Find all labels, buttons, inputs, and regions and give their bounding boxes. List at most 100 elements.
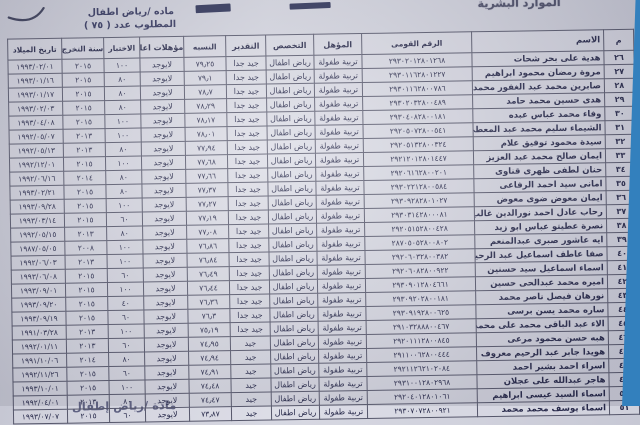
document-page: الموارد البشرية ماده /رياض اطفال المطلوب…: [7, 0, 640, 425]
cell-specialization: رياض اطفال: [266, 111, 315, 127]
cell-grad_year: ٢٠١٥: [65, 310, 109, 326]
cell-exam: ١٠٠: [108, 379, 146, 395]
column-header-percentage: النسبه: [183, 35, 226, 58]
applicants-table: م الاسم الرقم القومى المؤهل التخصص التقدير الن…: [7, 28, 640, 425]
cell-higher_qual: لايوجد: [140, 71, 185, 87]
cell-birth_date: ١٩٩٣/٠٩/٢٨: [10, 199, 65, 215]
cell-higher_qual: لايوجد: [144, 365, 189, 380]
cell-higher_qual: لايوجد: [144, 351, 189, 366]
cell-specialization: رياض اطفال: [267, 139, 316, 155]
cell-grad_year: ٢٠١٥: [62, 100, 105, 116]
cell-specialization: رياض اطفال: [268, 237, 317, 253]
cell-grad_year: ٢٠١٥: [61, 58, 105, 74]
cell-grade: جيد: [231, 405, 272, 421]
cell-birth_date: ١٩٩٣/٠٢/٢١: [9, 185, 65, 201]
cell-higher_qual: لايوجد: [142, 211, 187, 226]
cell-grad_year: ٢٠١٣: [66, 338, 109, 354]
cell-grade: جيد: [230, 335, 271, 351]
cell-percentage: ٧٨٫١٧: [184, 112, 228, 128]
cell-higher_qual: لايوجد: [139, 57, 185, 73]
cell-qualification: تربية طفولة: [315, 152, 364, 168]
cell-exam: ٨٠: [105, 169, 142, 185]
cell-qualification: تربية طفولة: [315, 138, 364, 154]
cell-grade: جيد: [230, 377, 272, 393]
cell-specialization: رياض اطفال: [266, 125, 316, 141]
cell-qualification: تربية طفولة: [313, 54, 363, 70]
cell-grade: جيد جدا: [229, 280, 270, 295]
cell-birth_date: ١٩٩٣/٠٩/١٩: [11, 311, 67, 327]
cell-exam: ٨٠: [108, 351, 145, 367]
cell-percentage: ٧٦٫٨٦: [186, 238, 229, 254]
cell-specialization: رياض اطفال: [270, 335, 319, 350]
cell-specialization: رياض اطفال: [270, 349, 319, 364]
cell-exam: ١٠٠: [106, 197, 143, 213]
cell-grade: جيد جدا: [226, 70, 267, 85]
cell-exam: ٦٠: [108, 365, 145, 381]
cell-birth_date: ١٩٩٢/٠٥/٠٧: [9, 129, 64, 145]
cell-birth_date: ١٩٩٢/٠٦/٠٣: [11, 255, 66, 271]
cell-birth_date: ١٩٩٣/٠٢/٠١: [7, 59, 63, 75]
column-header-name: الاسم: [471, 29, 604, 53]
cell-exam: ١٠٠: [105, 156, 142, 171]
cell-higher_qual: لايوجد: [144, 337, 189, 352]
cell-exam: ١٠٠: [104, 114, 142, 129]
cell-grade: جيد جدا: [228, 196, 269, 211]
cell-higher_qual: لايوجد: [145, 407, 190, 422]
cell-grad_year: ٢٠١٥: [62, 114, 106, 130]
cell-higher_qual: لايوجد: [143, 281, 188, 296]
cutoff-stamp-right: [289, 1, 331, 10]
cell-grade: جيد جدا: [226, 84, 267, 99]
cell-percentage: ٧٧٫٦٦: [185, 168, 228, 184]
cell-grad_year: ٢٠١٥: [67, 408, 110, 424]
cell-higher_qual: لايوجد: [141, 183, 187, 198]
cell-grade: جيد جدا: [225, 56, 267, 71]
cell-percentage: ٧٧٫٠٨: [186, 224, 229, 240]
cell-percentage: ٧٦٫٣: [187, 308, 231, 324]
cell-birth_date: ١٩٩٢/٠٥/١٥: [10, 227, 65, 243]
cell-no: ٢٧: [604, 64, 635, 79]
cell-grade: جيد جدا: [230, 322, 271, 337]
cell-specialization: رياض اطفال: [268, 195, 317, 211]
cell-higher_qual: لايوجد: [142, 197, 187, 212]
cell-percentage: ٧٨٫٠١: [185, 126, 228, 142]
cell-specialization: رياض اطفال: [266, 69, 315, 85]
cell-exam: ١٠٠: [106, 239, 143, 255]
cell-birth_date: ١٩٩٢/٠٤/٠١: [13, 395, 68, 411]
cell-qualification: تربية طفولة: [319, 404, 368, 420]
cell-specialization: رياض اطفال: [266, 83, 315, 99]
cell-higher_qual: لايوجد: [142, 253, 188, 268]
cell-grade: جيد جدا: [226, 98, 267, 113]
cell-higher_qual: لايوجد: [144, 323, 189, 338]
cell-percentage: ٧٩٫١: [184, 70, 227, 86]
required-count-label: المطلوب عدد ( ٧٥ ): [83, 18, 177, 32]
cell-birth_date: ١٩٨٧/٠٥/٠٥: [10, 241, 66, 257]
cell-specialization: رياض اطفال: [270, 321, 319, 336]
cell-no: ٢٩: [604, 92, 635, 107]
cell-qualification: تربية طفولة: [317, 264, 366, 280]
cell-percentage: ٧٧٫٢٧: [186, 196, 229, 212]
cell-grad_year: ٢٠١٥: [65, 268, 108, 284]
cell-qualification: تربية طفولة: [316, 236, 365, 252]
cell-exam: ١٠٠: [106, 253, 144, 269]
cell-grad_year: ٢٠١٥: [66, 366, 109, 382]
cell-exam: ٨٠: [109, 393, 146, 409]
cell-specialization: رياض اطفال: [271, 405, 320, 420]
cell-grad_year: ٢٠١٣: [63, 128, 106, 144]
cell-grad_year: ٢٠١٣: [66, 324, 109, 340]
cell-percentage: ٧٦٫٨٤: [186, 252, 230, 268]
subject-label: ماده /رياض اطفال: [87, 5, 175, 19]
cell-no: ٣٠: [604, 106, 635, 121]
cell-exam: ٦٠: [108, 337, 145, 353]
cell-percentage: ٧٩٫٢٥: [183, 56, 227, 72]
cell-qualification: تربية طفولة: [318, 362, 367, 378]
cell-exam: ٦٠: [107, 309, 145, 325]
cell-specialization: رياض اطفال: [271, 391, 320, 406]
cell-higher_qual: لايوجد: [142, 239, 187, 254]
cell-qualification: تربية طفولة: [318, 348, 367, 364]
cell-grad_year: ٢٠١٥: [65, 282, 108, 298]
cell-percentage: ٧٣٫٨٧: [189, 406, 232, 422]
cell-specialization: رياض اطفال: [268, 251, 318, 267]
cell-grad_year: ٢٠١٥: [62, 72, 105, 88]
cell-higher_qual: لايوجد: [140, 85, 185, 101]
cell-qualification: تربية طفولة: [314, 96, 363, 112]
